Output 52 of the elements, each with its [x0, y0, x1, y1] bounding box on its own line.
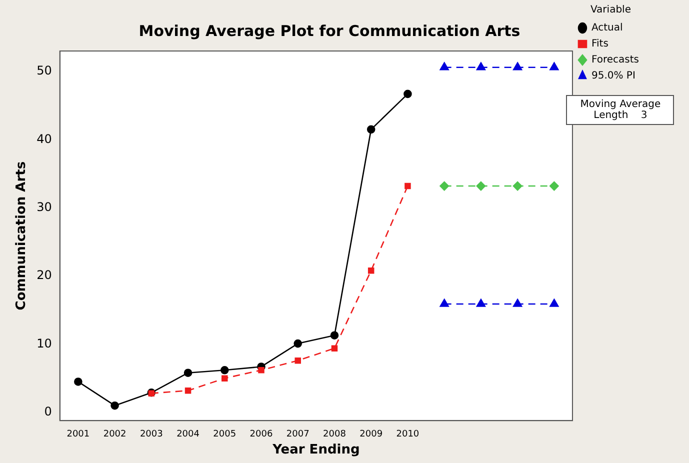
- point: [476, 298, 486, 307]
- x-tick-label: 2006: [250, 429, 273, 440]
- x-tick-label: 2005: [213, 429, 236, 440]
- y-axis-title: Communication Arts: [14, 161, 30, 310]
- point: [184, 368, 192, 378]
- point: [513, 298, 522, 307]
- x-axis-title: Year Ending: [272, 442, 360, 458]
- point: [368, 267, 374, 274]
- y-tick-label: 0: [44, 404, 52, 419]
- x-tick-label: 2004: [176, 429, 200, 440]
- legend-label: 95.0% PI: [591, 70, 636, 82]
- point: [331, 345, 338, 352]
- point: [404, 182, 411, 190]
- point: [550, 181, 559, 191]
- y-tick-label: 20: [36, 268, 52, 282]
- point: [440, 298, 449, 307]
- x-tick-label: 2010: [396, 429, 420, 440]
- point: [74, 378, 82, 386]
- legend-title: Variable: [590, 4, 631, 16]
- point: [440, 181, 449, 191]
- legend-label: Fits: [591, 38, 608, 50]
- legend-label: Actual: [591, 22, 623, 34]
- point: [476, 181, 486, 191]
- legend-label: Forecasts: [591, 54, 640, 66]
- x-tick-label: 2001: [66, 429, 90, 440]
- point: [512, 181, 522, 191]
- point: [294, 357, 301, 364]
- x-tick-label: 2002: [103, 429, 126, 440]
- point: [476, 62, 486, 70]
- point: [550, 298, 559, 307]
- point: [184, 387, 192, 394]
- point: [220, 366, 229, 374]
- point: [404, 90, 412, 98]
- x-tick-label: 2009: [360, 429, 383, 440]
- y-tick-label: 30: [36, 200, 52, 214]
- point: [513, 62, 522, 70]
- y-tick-label: 50: [36, 64, 52, 78]
- point: [440, 62, 449, 70]
- x-tick-label: 2003: [140, 429, 163, 440]
- chart-title: Moving Average Plot for Communication Arts: [138, 22, 520, 40]
- point: [330, 331, 339, 340]
- point: [550, 62, 559, 70]
- point: [366, 125, 376, 134]
- point: [258, 367, 264, 374]
- text: Moving Average Length 3: [566, 95, 674, 125]
- point: [110, 401, 119, 410]
- x-tick-label: 2008: [323, 429, 346, 440]
- y-tick-label: 10: [36, 336, 52, 350]
- point: [222, 375, 228, 382]
- y-tick-label: 40: [36, 132, 52, 146]
- x-tick-label: 2007: [286, 429, 310, 440]
- point: [294, 339, 302, 348]
